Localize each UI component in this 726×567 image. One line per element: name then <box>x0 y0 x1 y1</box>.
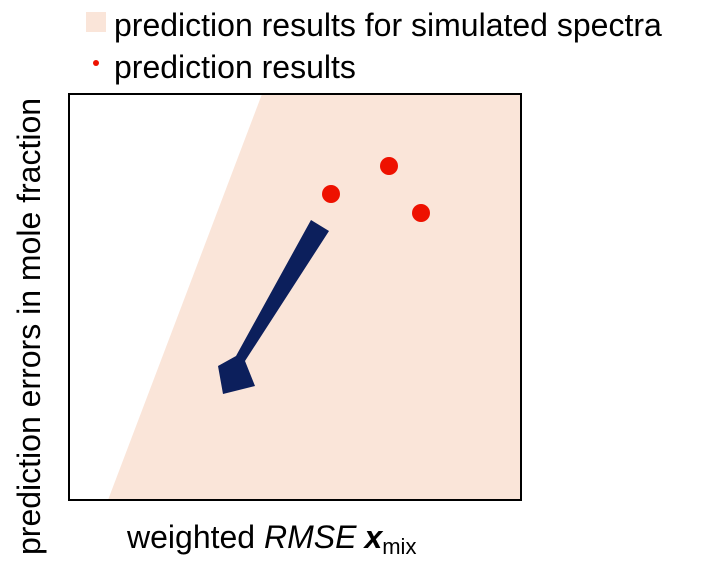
x-axis-label: weighted RMSE xmix <box>126 519 416 559</box>
x-axis-label-variable: x <box>362 519 383 555</box>
legend-dot-results <box>93 60 99 66</box>
legend: prediction results for simulated spectra… <box>86 7 662 85</box>
down-left-arrow-icon <box>218 220 329 394</box>
prediction-point <box>380 157 398 175</box>
prediction-point <box>322 185 340 203</box>
prediction-point <box>412 204 430 222</box>
legend-label-results: prediction results <box>114 49 356 85</box>
x-axis-label-rmse: RMSE <box>264 519 357 555</box>
y-axis-label: prediction errors in mole fraction <box>11 98 47 555</box>
plot-area <box>68 93 522 501</box>
x-axis-label-subscript: mix <box>382 534 416 559</box>
simulated-region <box>108 94 521 500</box>
legend-swatch-simulated <box>86 12 106 32</box>
x-axis-label-prefix: weighted <box>126 519 264 555</box>
legend-label-simulated: prediction results for simulated spectra <box>114 7 662 43</box>
plot-frame <box>68 93 522 501</box>
